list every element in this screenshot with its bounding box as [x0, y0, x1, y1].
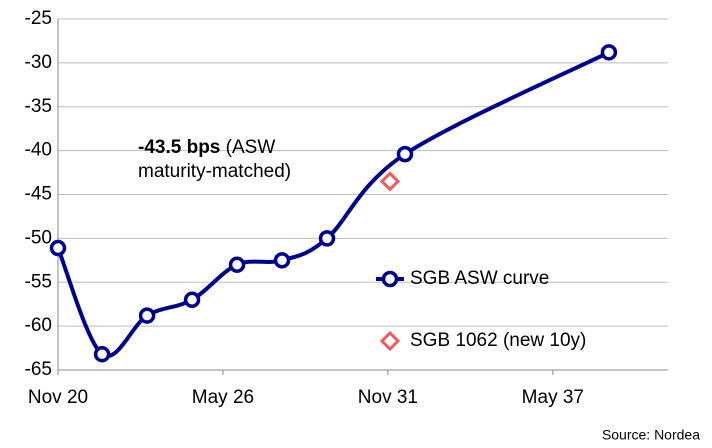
- marker: [318, 230, 336, 247]
- marker: [379, 171, 401, 192]
- x-tick-label: May 37: [522, 387, 584, 408]
- source: Source: Nordea: [602, 427, 700, 443]
- line: [56, 50, 610, 359]
- y-tick-label: -40: [25, 140, 52, 161]
- x-tick-label: Nov 20: [28, 387, 88, 408]
- y-tick-label: -35: [25, 96, 52, 117]
- legend-marker: [381, 270, 399, 288]
- marker: [273, 252, 291, 269]
- marker: [228, 256, 246, 273]
- marker: [93, 345, 111, 363]
- legend-label: SGB 1062 (new 10y): [410, 330, 586, 351]
- x-tick-label: May 26: [192, 387, 254, 408]
- marker: [49, 239, 67, 257]
- marker: [396, 145, 414, 163]
- annotation: -43.5 bps (ASW maturity-matched): [138, 136, 348, 184]
- annotation-bold: -43.5 bps: [138, 137, 221, 158]
- y-tick-label: -60: [25, 315, 52, 336]
- x-tick-label: Nov 31: [358, 387, 418, 408]
- legend-marker: [379, 330, 401, 352]
- y-tick-label: -25: [25, 8, 52, 29]
- marker: [183, 291, 201, 309]
- marker: [600, 44, 618, 61]
- y-tick-label: -65: [25, 359, 52, 380]
- y-tick-label: -55: [25, 271, 52, 292]
- y-tick-label: -30: [25, 52, 52, 73]
- y-tick-label: -50: [25, 227, 52, 248]
- marker: [138, 307, 156, 324]
- y-tick-label: -45: [25, 184, 52, 205]
- legend-label: SGB ASW curve: [410, 268, 549, 289]
- annotation-text: (ASW maturity-matched): [138, 137, 292, 182]
